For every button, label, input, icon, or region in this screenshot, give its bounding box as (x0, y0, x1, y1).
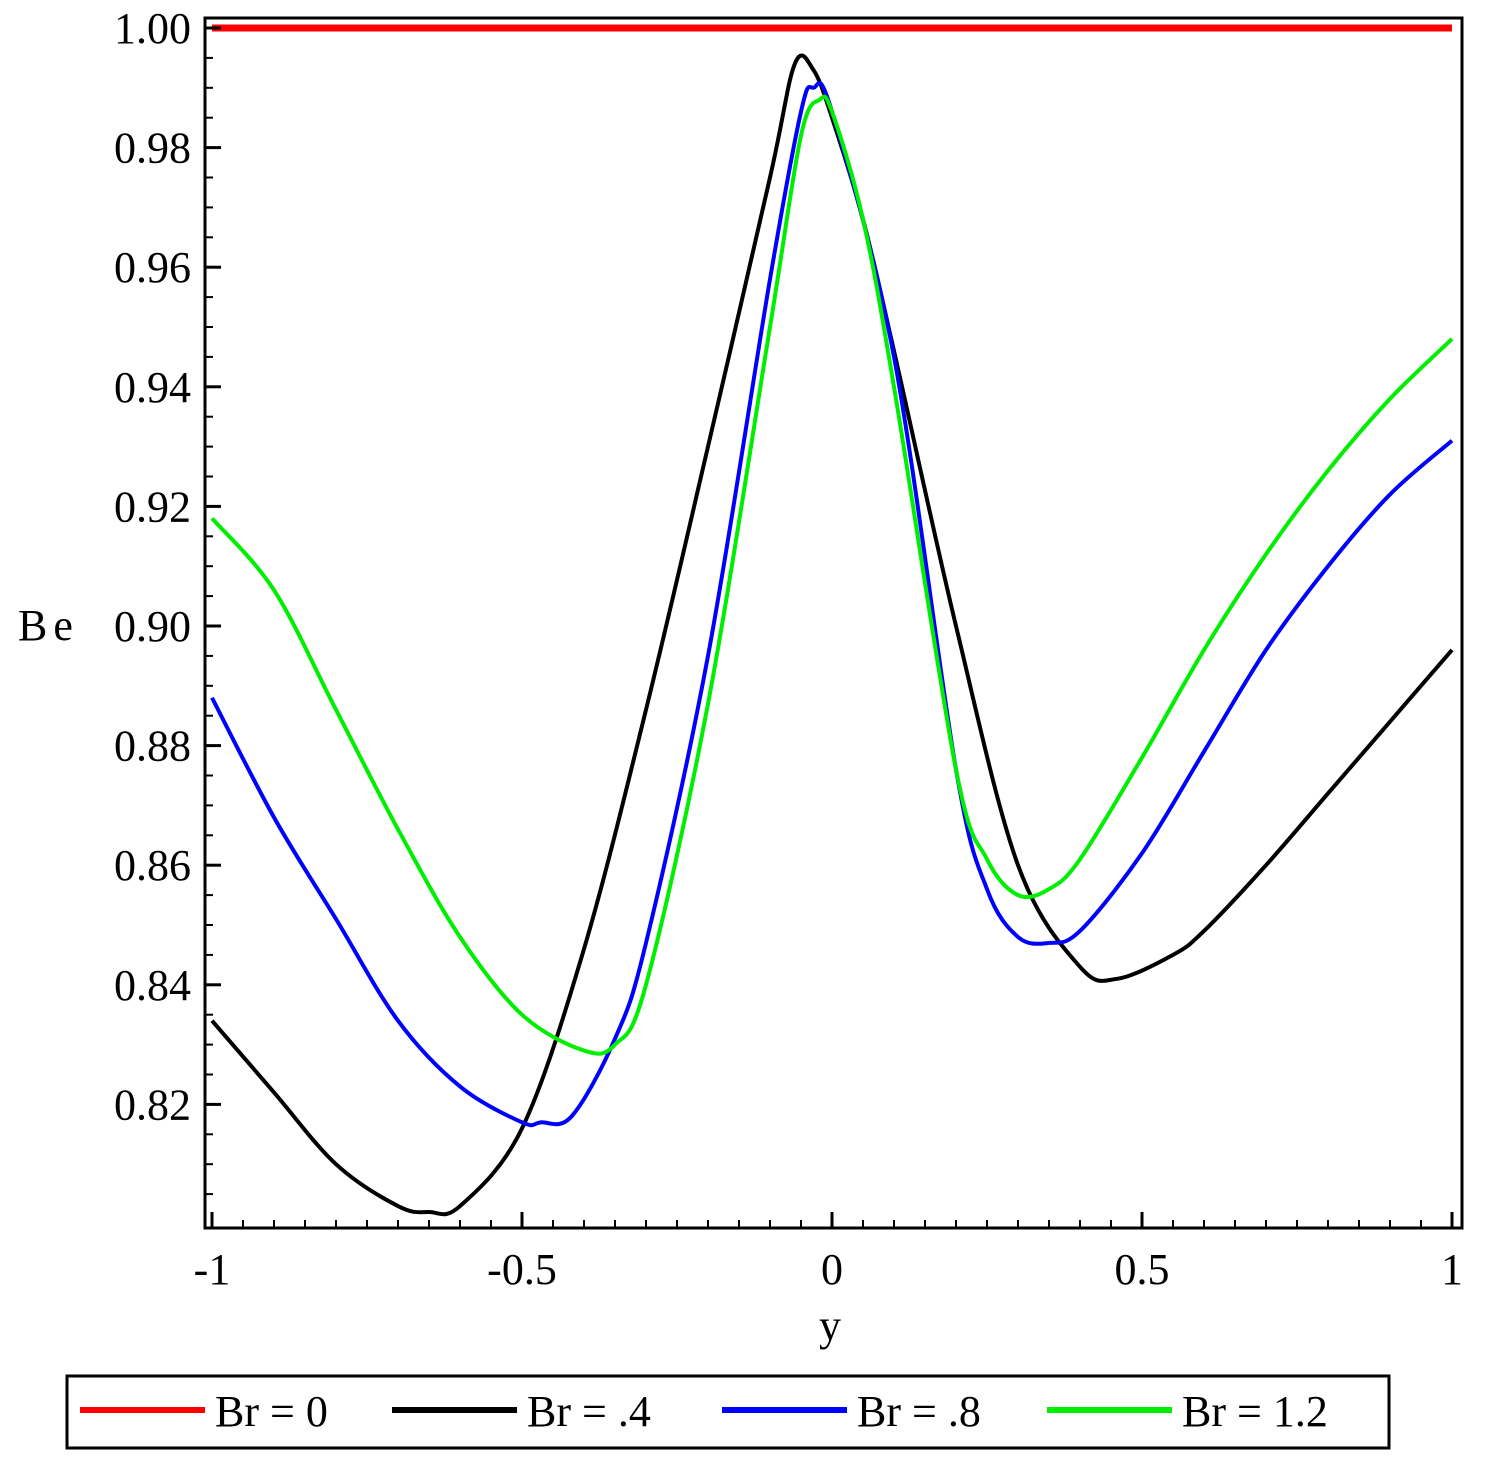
y-tick-label: 0.90 (114, 602, 191, 651)
x-tick-label: -0.5 (487, 1245, 557, 1294)
x-tick-label: -1 (194, 1245, 231, 1294)
legend: Br = 0 Br = .4 Br = .8 Br = 1.2 (65, 1374, 1391, 1450)
y-axis-title: Be (18, 601, 79, 650)
series-layer (210, 24, 1454, 1217)
series-line-br-8 (210, 81, 1454, 1128)
y-tick-label: 0.86 (114, 841, 191, 890)
y-tick-label: 0.84 (114, 961, 191, 1010)
y-tick-label: 1.00 (114, 4, 191, 53)
x-tick-label: 0.5 (1115, 1245, 1170, 1294)
series-line-br-1-2 (210, 94, 1454, 1056)
x-axis: -1 -0.5 0 0.5 1 (194, 1212, 1463, 1294)
legend-label-br-4: Br = .4 (527, 1387, 651, 1436)
x-axis-title: y (819, 1301, 841, 1350)
x-tick-label: 0 (821, 1245, 843, 1294)
y-tick-label: 0.96 (114, 243, 191, 292)
plot-frame (203, 16, 1464, 1230)
y-tick-label: 0.98 (114, 124, 191, 173)
legend-label-br-0: Br = 0 (215, 1387, 328, 1436)
legend-label-br-8: Br = .8 (857, 1387, 981, 1436)
y-tick-label: 0.88 (114, 722, 191, 771)
x-tick-label: 1 (1441, 1245, 1463, 1294)
y-tick-label: 0.92 (114, 482, 191, 531)
legend-label-br-1-2: Br = 1.2 (1182, 1387, 1328, 1436)
y-tick-label: 0.82 (114, 1080, 191, 1129)
series-line-br-4 (210, 53, 1454, 1217)
plot-area (203, 16, 1464, 1230)
y-tick-label: 0.94 (114, 363, 191, 412)
y-axis: 0.82 0.84 0.86 0.88 0.90 0.92 0.94 0.96 0.98 1.00 (114, 4, 221, 1196)
